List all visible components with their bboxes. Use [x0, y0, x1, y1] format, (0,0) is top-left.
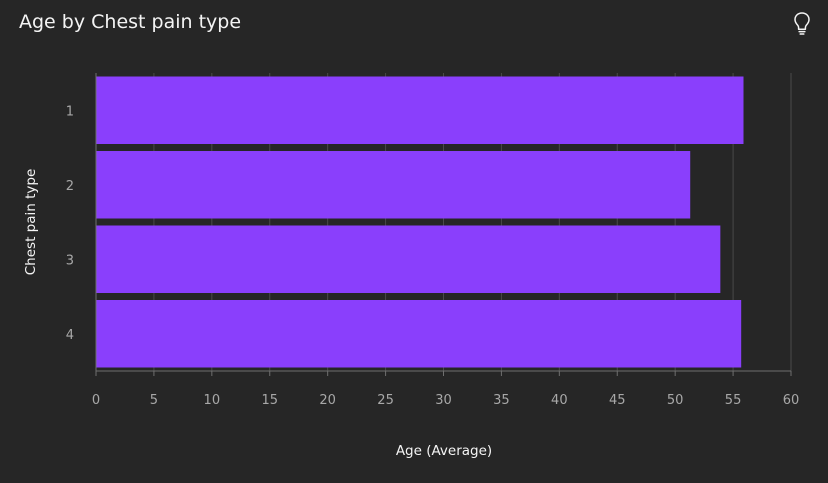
x-tick-label: 45	[609, 393, 626, 408]
y-axis-title: Chest pain type	[23, 169, 39, 276]
y-tick-label: 4	[66, 328, 74, 343]
x-tick-label: 5	[150, 393, 158, 408]
x-tick-label: 30	[435, 393, 452, 408]
y-tick-label: 1	[66, 104, 74, 119]
x-tick-label: 55	[725, 393, 742, 408]
x-tick-label: 15	[261, 393, 278, 408]
x-tick-label: 60	[783, 393, 800, 408]
x-axis-title: Age (Average)	[396, 443, 492, 459]
x-tick-label: 35	[493, 393, 510, 408]
bars	[96, 76, 744, 368]
y-tick-label: 3	[66, 253, 74, 268]
x-tick-label: 0	[92, 393, 100, 408]
bar[interactable]	[96, 225, 721, 294]
x-tick-label: 40	[551, 393, 568, 408]
chart-title: Age by Chest pain type	[19, 11, 242, 33]
y-tick-label: 2	[66, 179, 74, 194]
bar[interactable]	[96, 151, 691, 219]
lightbulb-icon[interactable]	[790, 10, 814, 36]
x-tick-label: 50	[667, 393, 684, 408]
x-tick-label: 20	[319, 393, 336, 408]
axes	[95, 73, 792, 376]
bar[interactable]	[96, 76, 744, 145]
bar[interactable]	[96, 300, 742, 368]
x-tick-label: 25	[377, 393, 394, 408]
x-tick-label: 10	[204, 393, 221, 408]
